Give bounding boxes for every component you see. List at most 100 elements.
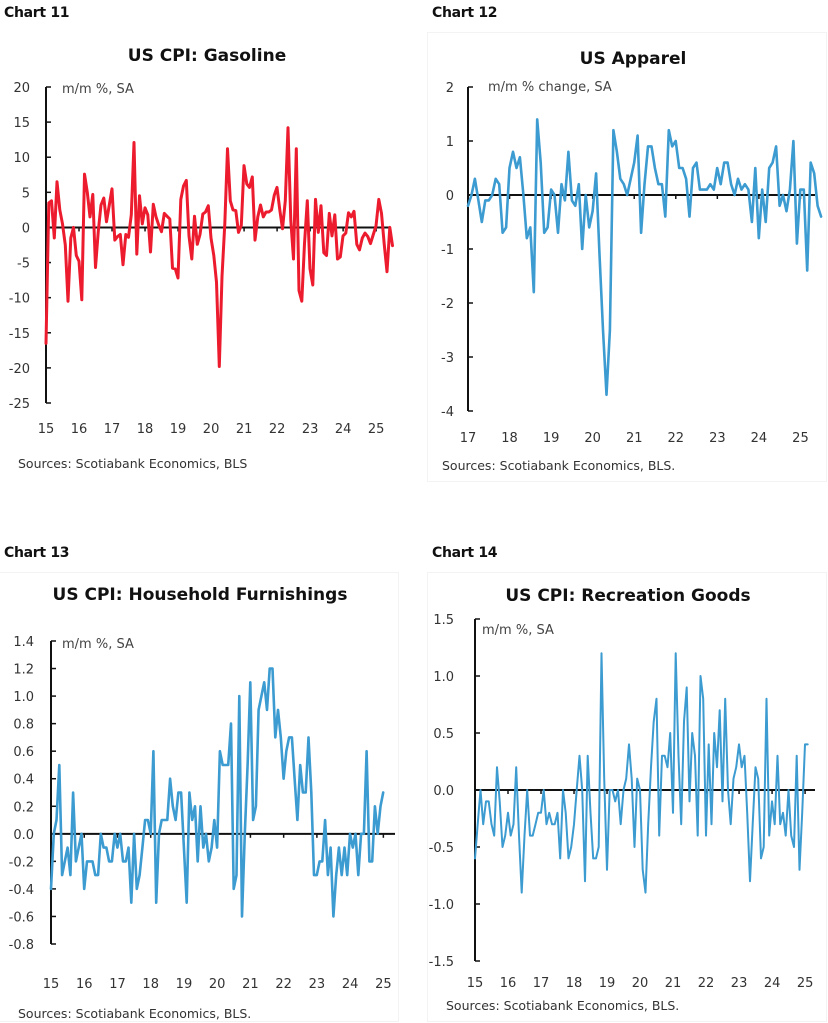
y-tick-label: 1.2 <box>13 663 34 678</box>
x-tick-label: 22 <box>698 976 715 991</box>
chart-number-label: Chart 11 <box>4 5 70 21</box>
x-tick-label: 18 <box>137 422 154 437</box>
x-tick-label: 22 <box>275 977 292 992</box>
y-tick-label: 0.4 <box>13 773 34 788</box>
chart-title: US CPI: Recreation Goods <box>505 586 750 606</box>
x-tick-label: 23 <box>302 422 319 437</box>
chart-title: US CPI: Gasoline <box>128 46 286 66</box>
y-tick-label: -25 <box>9 397 30 412</box>
unit-label: m/m % change, SA <box>488 80 612 95</box>
y-tick-label: -3 <box>441 351 454 366</box>
y-tick-label: 1 <box>446 135 454 150</box>
y-tick-label: 0 <box>446 189 454 204</box>
x-tick-label: 25 <box>792 431 809 446</box>
y-tick-label: 5 <box>22 186 30 201</box>
x-tick-label: 25 <box>368 422 385 437</box>
chart-number-label: Chart 12 <box>432 5 498 21</box>
x-tick-label: 21 <box>236 422 253 437</box>
y-tick-label: -4 <box>441 405 454 420</box>
x-tick-label: 21 <box>242 977 259 992</box>
unit-label: m/m %, SA <box>482 623 554 638</box>
x-tick-label: 20 <box>203 422 220 437</box>
x-tick-label: 18 <box>501 431 518 446</box>
y-tick-label: 0.6 <box>13 745 34 760</box>
unit-label: m/m %, SA <box>62 82 134 97</box>
chart-box: US CPI: Gasoline m/m %, SA 20 15 10 5 0 -5 -10 -1… <box>0 0 414 500</box>
x-tick-label: 20 <box>632 976 649 991</box>
series-line <box>466 118 823 397</box>
x-tick-label: 17 <box>533 976 550 991</box>
y-tick-label: 10 <box>13 151 30 166</box>
y-tick-label: 15 <box>13 116 30 131</box>
line-chart-household-furnishings: US CPI: Household Furnishings m/m %, SA 1.… <box>9 585 395 1021</box>
y-tick-label: -1 <box>441 243 454 258</box>
y-tick-label: 1.4 <box>13 635 34 650</box>
chart-number-label: Chart 14 <box>432 545 498 561</box>
x-tick-label: 15 <box>43 977 60 992</box>
chart-title: US Apparel <box>580 49 687 69</box>
chart-canvas: US CPI: Recreation Goods m/m %, SA 1.5 1.0 0… <box>414 540 828 1023</box>
chart-box <box>0 573 398 1021</box>
chart-canvas: US CPI: Household Furnishings m/m %, SA 1.… <box>0 540 414 1023</box>
y-tick-label: -10 <box>9 292 30 307</box>
y-tick-label: 0.2 <box>13 800 34 815</box>
unit-label: m/m %, SA <box>62 637 134 652</box>
y-tick-label: 2 <box>446 81 454 96</box>
source-note: Sources: Scotiabank Economics, BLS. <box>442 458 675 473</box>
x-tick-label: 16 <box>71 422 88 437</box>
x-tick-label: 15 <box>467 976 484 991</box>
y-tick-label: -1.0 <box>429 898 454 913</box>
y-tick-label: 1.0 <box>433 670 454 685</box>
x-tick-label: 24 <box>335 422 352 437</box>
y-tick-label: -0.6 <box>9 910 34 925</box>
series-line <box>474 652 809 894</box>
y-tick-label: -5 <box>17 257 30 272</box>
series-line <box>44 126 394 368</box>
y-tick-label: -15 <box>9 327 30 342</box>
x-tick-label: 20 <box>209 977 226 992</box>
chart-number-label: Chart 13 <box>4 545 70 561</box>
x-tick-label: 22 <box>668 431 685 446</box>
y-tick-label: 0.0 <box>433 784 454 799</box>
x-tick-label: 18 <box>142 977 159 992</box>
x-tick-label: 18 <box>566 976 583 991</box>
x-tick-label: 23 <box>709 431 726 446</box>
y-tick-label: 1.0 <box>13 690 34 705</box>
x-tick-label: 17 <box>109 977 126 992</box>
x-tick-label: 17 <box>460 431 477 446</box>
x-tick-label: 21 <box>626 431 643 446</box>
source-note: Sources: Scotiabank Economics, BLS. <box>446 998 679 1013</box>
y-tick-label: 0.5 <box>433 727 454 742</box>
x-tick-label: 25 <box>797 976 814 991</box>
line-chart-recreation-goods: US CPI: Recreation Goods m/m %, SA 1.5 1.0 0… <box>429 586 815 1013</box>
y-tick-label: -0.2 <box>9 855 34 870</box>
x-tick-label: 19 <box>599 976 616 991</box>
y-tick-label: -0.8 <box>9 938 34 953</box>
x-tick-label: 19 <box>170 422 187 437</box>
chart-panel-13: Chart 13 US CPI: Household Furnishings m/… <box>0 540 414 1023</box>
chart-panel-11: Chart 11 US CPI: Gasoline m/m %, SA 20 15 10… <box>0 0 414 500</box>
y-tick-label: 0.0 <box>13 828 34 843</box>
chart-box <box>428 33 826 481</box>
chart-panel-12: Chart 12 US Apparel m/m % change, SA 2 1 0 -1… <box>414 0 828 500</box>
x-tick-label: 16 <box>500 976 517 991</box>
y-tick-label: 0 <box>22 221 30 236</box>
x-tick-label: 16 <box>76 977 93 992</box>
x-tick-label: 24 <box>342 977 359 992</box>
x-tick-label: 22 <box>269 422 286 437</box>
source-note: Sources: Scotiabank Economics, BLS <box>18 456 247 471</box>
y-tick-label: 20 <box>13 81 30 96</box>
y-tick-label: -0.4 <box>9 883 34 898</box>
x-tick-label: 25 <box>375 977 392 992</box>
x-tick-label: 23 <box>309 977 326 992</box>
y-tick-label: -1.5 <box>429 955 454 970</box>
line-chart-gasoline: US CPI: Gasoline m/m %, SA 20 15 10 5 0 -5 -10 -1… <box>9 46 394 471</box>
x-tick-label: 15 <box>38 422 55 437</box>
x-tick-label: 17 <box>104 422 121 437</box>
x-tick-label: 24 <box>764 976 781 991</box>
y-tick-label: -20 <box>9 362 30 377</box>
y-tick-label: -0.5 <box>429 841 454 856</box>
x-tick-label: 23 <box>731 976 748 991</box>
y-tick-label: -2 <box>441 297 454 312</box>
